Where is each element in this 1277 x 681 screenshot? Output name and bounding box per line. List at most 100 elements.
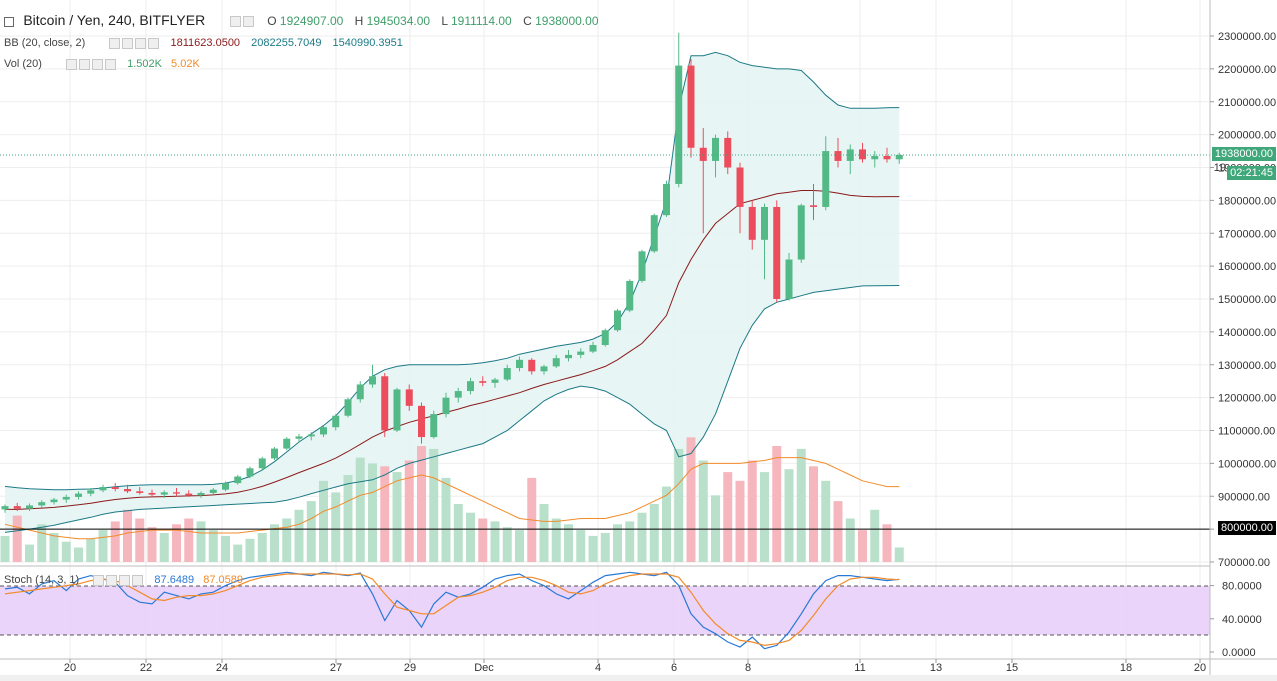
candle-body xyxy=(601,330,609,346)
vol-settings-icon[interactable] xyxy=(79,58,91,70)
candle-body xyxy=(528,359,536,372)
price-tick-label: 1000000.00 xyxy=(1218,458,1276,470)
vol-close-icon[interactable] xyxy=(105,58,117,70)
stoch-axis[interactable]: 80.0000 40.0000 0.0000 xyxy=(1210,581,1262,659)
candle-body xyxy=(589,345,597,352)
volume-bar xyxy=(698,460,708,562)
candle-body xyxy=(724,137,732,168)
stoch-overbought-oversold-band xyxy=(0,586,1210,635)
volume-bar xyxy=(674,448,684,562)
stoch-close-icon[interactable] xyxy=(132,574,144,586)
candle-body xyxy=(148,492,156,495)
volume-bar xyxy=(331,492,341,562)
stoch-add-icon[interactable] xyxy=(119,574,131,586)
candle-body xyxy=(797,205,805,260)
candle-body xyxy=(87,490,95,494)
volume-bar xyxy=(821,480,831,562)
time-tick-label: 18 xyxy=(1120,662,1132,674)
candle-body xyxy=(75,493,82,497)
volume-bar xyxy=(123,509,132,562)
candle-body xyxy=(687,65,695,148)
volume-bar xyxy=(74,547,83,562)
candle-body xyxy=(136,491,144,493)
volume-bar xyxy=(12,515,22,562)
volume-bar xyxy=(723,472,733,562)
volume-bar xyxy=(404,460,414,562)
candle-body xyxy=(50,499,58,503)
time-tick-label: 24 xyxy=(216,662,228,674)
symbol-settings-icon[interactable] xyxy=(229,16,241,28)
volume-bar xyxy=(760,472,769,562)
time-tick-label: 20 xyxy=(1194,662,1206,674)
candle-body xyxy=(369,376,376,385)
candle-body xyxy=(846,149,854,161)
bb-close-icon[interactable] xyxy=(148,37,160,49)
volume-bar xyxy=(564,524,573,562)
stoch-settings-icon[interactable] xyxy=(106,574,118,586)
price-tick-label: 700000.00 xyxy=(1218,557,1270,569)
volume-bar xyxy=(662,486,671,562)
vol-add-icon[interactable] xyxy=(92,58,104,70)
candle-body xyxy=(38,502,46,506)
candle-body xyxy=(785,259,793,299)
bottom-scrollbar[interactable] xyxy=(0,675,1277,681)
volume-bar xyxy=(429,448,439,562)
candle-body xyxy=(62,496,70,500)
candle-body xyxy=(467,381,474,392)
volume-bar xyxy=(882,524,892,562)
time-tick-label: 15 xyxy=(1006,662,1018,674)
hide-legend-icon[interactable] xyxy=(4,16,14,27)
price-tick-label: 900000.00 xyxy=(1218,491,1270,503)
bb-visibility-icon[interactable] xyxy=(109,37,121,49)
candle-body xyxy=(160,492,168,495)
volume-bar xyxy=(515,530,524,562)
bb-add-icon[interactable] xyxy=(135,37,147,49)
stoch-tick-label: 80.0000 xyxy=(1222,581,1262,593)
volume-bar xyxy=(551,518,561,562)
candle-body xyxy=(748,206,756,240)
volume-bar xyxy=(625,521,635,562)
vol-visibility-icon[interactable] xyxy=(66,58,78,70)
time-tick-label: 11 xyxy=(854,662,865,674)
time-tick-label: 22 xyxy=(140,662,152,674)
high-value: 1945034.00 xyxy=(366,14,431,28)
volume-bar xyxy=(735,480,745,562)
volume-bar xyxy=(184,518,194,562)
bollinger-upper-line xyxy=(4,51,900,491)
stoch-tick-label: 0.0000 xyxy=(1222,647,1256,659)
bb-settings-icon[interactable] xyxy=(122,37,134,49)
candle-body xyxy=(577,351,585,355)
candle-body xyxy=(26,505,33,509)
bb-basis-value: 1811623.0500 xyxy=(170,37,241,49)
hline-price-tag: 800000.00 xyxy=(1218,521,1276,535)
volume-bar xyxy=(478,518,488,562)
volume-bar xyxy=(343,475,353,562)
stoch-k-value: 87.6489 xyxy=(154,574,195,586)
price-axis[interactable]: 2300000.00 2200000.00 2100000.00 2000000.00… xyxy=(1210,31,1276,569)
volume-bar xyxy=(208,530,218,562)
candle-body xyxy=(13,506,21,509)
price-tick-label: 2300000.00 xyxy=(1218,31,1276,43)
time-tick-label: 4 xyxy=(595,662,601,674)
volume-bar xyxy=(576,530,586,562)
stoch-d-value: 87.0589 xyxy=(203,574,243,586)
close-value: 1938000.00 xyxy=(535,14,599,28)
volume-bar xyxy=(588,535,598,562)
candle-body xyxy=(222,483,229,490)
candle-body xyxy=(712,137,719,161)
volume-bar xyxy=(368,463,377,562)
candle-body xyxy=(871,155,879,160)
volume-bar xyxy=(172,524,181,562)
symbol-gear-icon[interactable] xyxy=(242,16,254,28)
close-label: C xyxy=(523,14,532,28)
time-axis[interactable]: 20 22 24 27 29 Dec 4 6 8 11 13 15 18 20 xyxy=(64,659,1206,674)
volume-bar xyxy=(380,466,390,562)
candle-body xyxy=(246,468,254,477)
volume-bar xyxy=(98,530,108,562)
stoch-visibility-icon[interactable] xyxy=(93,574,105,586)
candle-body xyxy=(320,427,327,435)
candle-body xyxy=(283,438,291,449)
volume-bar xyxy=(490,521,500,562)
time-tick-label: Dec xyxy=(474,662,494,674)
